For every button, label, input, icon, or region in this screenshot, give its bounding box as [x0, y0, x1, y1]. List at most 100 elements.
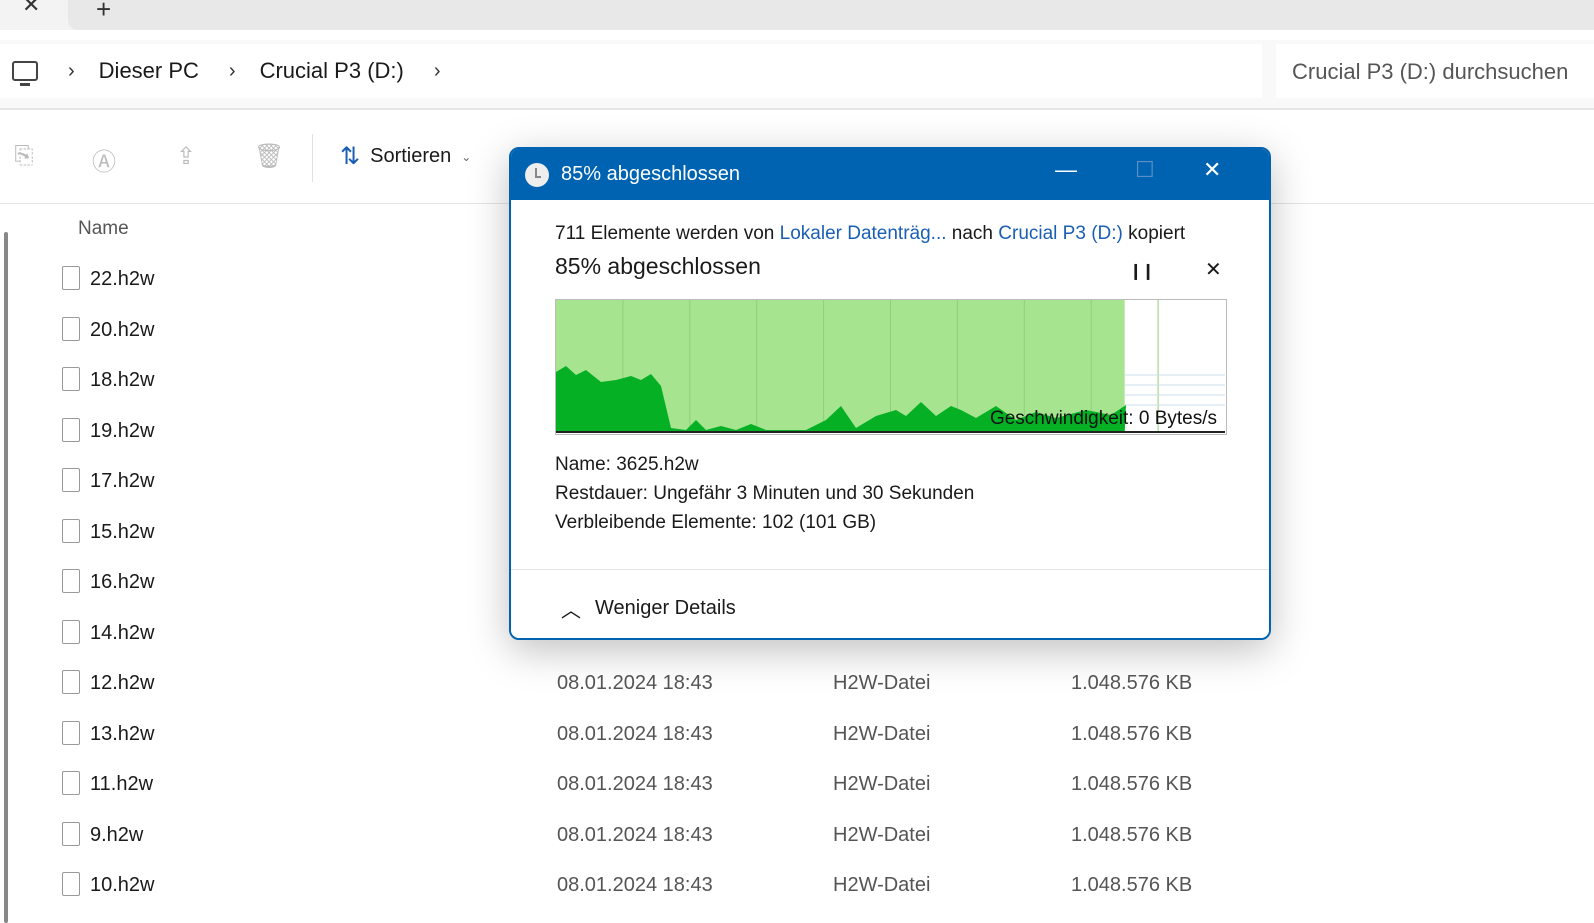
copy-progress-dialog: 85% abgeschlossen — ☐ ✕ 711 Elemente wer…	[509, 147, 1271, 640]
file-size: 1.048.576 KB	[1071, 823, 1193, 846]
file-date: 08.01.2024 18:43	[557, 874, 713, 896]
dialog-titlebar: 85% abgeschlossen — ☐ ✕	[511, 149, 1269, 200]
file-type: H2W-Datei	[833, 672, 931, 694]
delete-icon[interactable]: 🗑	[254, 143, 285, 170]
file-row[interactable]: 20.h2w	[60, 313, 1560, 363]
source-link[interactable]: Lokaler Datenträg...	[779, 223, 947, 244]
file-row[interactable]: 16.h2w	[60, 565, 1560, 615]
file-size: 1.048.576 KB	[1071, 874, 1193, 896]
dialog-title: 85% abgeschlossen	[561, 163, 741, 185]
desc-prefix: 711 Elemente werden von	[555, 223, 775, 244]
chevron-right-icon[interactable]: ›	[433, 59, 441, 82]
file-icon	[62, 771, 80, 795]
target-link[interactable]: Crucial P3 (D:)	[998, 223, 1123, 244]
file-name: 10.h2w	[90, 874, 155, 896]
file-date: 08.01.2024 18:43	[557, 722, 713, 745]
progress-label: 85% abgeschlossen	[555, 253, 761, 279]
minimize-button[interactable]: —	[1055, 157, 1077, 182]
less-details-button[interactable]: ︿ Weniger Details	[561, 594, 736, 623]
file-date: 08.01.2024 18:43	[557, 672, 713, 694]
file-name: 17.h2w	[90, 470, 155, 492]
chevron-right-icon[interactable]: ›	[68, 59, 75, 82]
file-icon	[62, 821, 80, 846]
desc-mid: nach	[951, 223, 993, 244]
file-name: 13.h2w	[90, 722, 155, 745]
file-icon	[62, 720, 80, 745]
file-name: Name: 3625.h2w	[555, 454, 699, 475]
file-name: 16.h2w	[90, 571, 155, 593]
file-name: 22.h2w	[90, 268, 155, 290]
file-icon	[62, 518, 80, 543]
close-tab-icon[interactable]: ✕	[22, 0, 41, 17]
file-name: 20.h2w	[90, 318, 155, 341]
file-name: 9.h2w	[90, 823, 144, 846]
breadcrumb[interactable]: › Dieser PC › Crucial P3 (D:) ›	[0, 44, 1262, 98]
rename-icon[interactable]: Ⓐ	[92, 149, 116, 176]
file-name: 12.h2w	[90, 672, 155, 694]
file-icon	[62, 872, 80, 896]
file-icon	[62, 670, 80, 694]
file-name: 14.h2w	[90, 621, 155, 644]
file-icon	[62, 316, 80, 341]
file-row[interactable]: 9.h2w 08.01.2024 18:43 H2W-Datei 1.048.5…	[60, 818, 1560, 868]
file-date: 08.01.2024 18:43	[557, 823, 713, 846]
less-details-label: Weniger Details	[595, 597, 736, 619]
file-icon	[62, 417, 80, 442]
remaining-time: Restdauer: Ungefähr 3 Minuten und 30 Sek…	[555, 483, 975, 504]
file-row[interactable]: 11.h2w 08.01.2024 18:43 H2W-Datei 1.048.…	[60, 767, 1560, 817]
clock-icon	[525, 162, 549, 187]
toolbar-divider	[312, 134, 313, 182]
file-date: 08.01.2024 18:43	[557, 773, 713, 795]
search-input[interactable]: Crucial P3 (D:) durchsuchen	[1276, 44, 1594, 98]
speed-graph: Geschwindigkeit: 0 Bytes/s	[555, 299, 1227, 435]
new-tab-button[interactable]: +	[96, 0, 112, 24]
file-name: 11.h2w	[90, 773, 154, 795]
file-row[interactable]: 15.h2w	[60, 515, 1560, 565]
speed-graph-svg: Geschwindigkeit: 0 Bytes/s	[556, 300, 1225, 433]
breadcrumb-drive[interactable]: Crucial P3 (D:)	[259, 58, 404, 83]
chevron-down-icon: ⌄	[461, 149, 472, 164]
column-header-name[interactable]: Name	[78, 218, 129, 239]
chevron-right-icon[interactable]: ›	[228, 59, 236, 82]
share-icon[interactable]: ⇪	[175, 143, 197, 170]
file-name: 19.h2w	[90, 419, 155, 442]
file-icon	[62, 569, 80, 593]
file-type: H2W-Datei	[833, 722, 931, 745]
close-button[interactable]: ✕	[1203, 157, 1222, 182]
file-name: 18.h2w	[90, 369, 155, 391]
file-row[interactable]: 19.h2w	[60, 414, 1560, 464]
sort-button[interactable]: ⇅ Sortieren ⌄	[340, 142, 471, 171]
desc-suffix: kopiert	[1128, 223, 1186, 244]
speed-area	[556, 366, 1126, 433]
file-row[interactable]: 18.h2w	[60, 363, 1560, 413]
file-icon	[62, 619, 80, 644]
dialog-footer: ︿ Weniger Details	[511, 569, 1269, 638]
copy-description: 711 Elemente werden von Lokaler Datenträ…	[555, 223, 1185, 245]
address-bar-area: › Dieser PC › Crucial P3 (D:) › Crucial …	[0, 40, 1594, 110]
paste-icon[interactable]: ⎘	[14, 142, 34, 169]
file-type: H2W-Datei	[833, 874, 931, 896]
file-icon	[62, 266, 80, 290]
file-row[interactable]: 14.h2w	[60, 616, 1560, 666]
speed-label: Geschwindigkeit: 0 Bytes/s	[990, 408, 1217, 429]
file-type: H2W-Datei	[833, 773, 931, 795]
file-size: 1.048.576 KB	[1071, 773, 1193, 795]
scrollbar[interactable]	[4, 232, 8, 923]
maximize-button: ☐	[1135, 157, 1155, 182]
file-row[interactable]: 13.h2w 08.01.2024 18:43 H2W-Datei 1.048.…	[60, 717, 1560, 767]
file-row[interactable]: 17.h2w	[60, 464, 1560, 514]
sort-icon: ⇅	[340, 143, 361, 170]
file-row[interactable]: 12.h2w 08.01.2024 18:43 H2W-Datei 1.048.…	[60, 666, 1560, 716]
pause-button[interactable]: ❙❙	[1129, 263, 1155, 280]
file-size: 1.048.576 KB	[1071, 722, 1193, 745]
file-row[interactable]: 22.h2w	[60, 262, 1560, 312]
computer-icon[interactable]	[12, 61, 38, 86]
file-icon	[62, 468, 80, 492]
tab-bar: ✕ +	[0, 0, 1594, 30]
file-name: 15.h2w	[90, 520, 155, 543]
breadcrumb-dieser-pc[interactable]: Dieser PC	[98, 58, 199, 83]
sort-label: Sortieren	[370, 145, 452, 167]
file-row[interactable]: 10.h2w 08.01.2024 18:43 H2W-Datei 1.048.…	[60, 868, 1560, 918]
file-icon	[62, 367, 80, 391]
cancel-copy-button[interactable]: ✕	[1205, 259, 1222, 281]
